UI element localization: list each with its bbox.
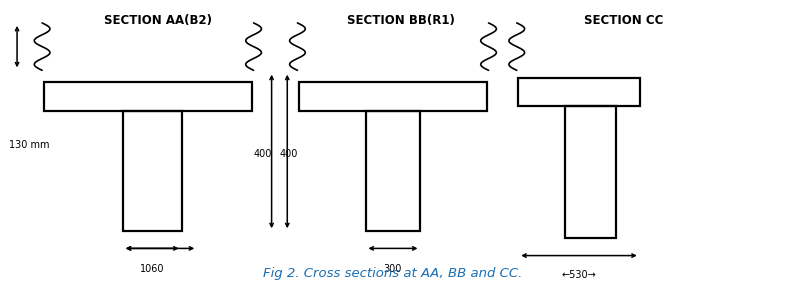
Bar: [45, 82, 252, 110]
Text: 400: 400: [280, 148, 298, 159]
Text: SECTION CC: SECTION CC: [584, 14, 663, 27]
Text: 400: 400: [253, 148, 272, 159]
Bar: [123, 110, 182, 231]
Text: SECTION BB(R1): SECTION BB(R1): [347, 14, 455, 27]
Bar: [565, 106, 616, 238]
Text: ←530→: ←530→: [562, 270, 597, 280]
Bar: [365, 110, 421, 231]
Bar: [518, 77, 640, 106]
Text: SECTION AA(B2): SECTION AA(B2): [104, 14, 212, 27]
Text: Fig 2. Cross sections at AA, BB and CC.: Fig 2. Cross sections at AA, BB and CC.: [263, 267, 523, 280]
Text: 300: 300: [384, 264, 402, 274]
Text: 130 mm: 130 mm: [9, 140, 50, 150]
Text: 1060: 1060: [140, 264, 164, 274]
Bar: [299, 82, 487, 110]
